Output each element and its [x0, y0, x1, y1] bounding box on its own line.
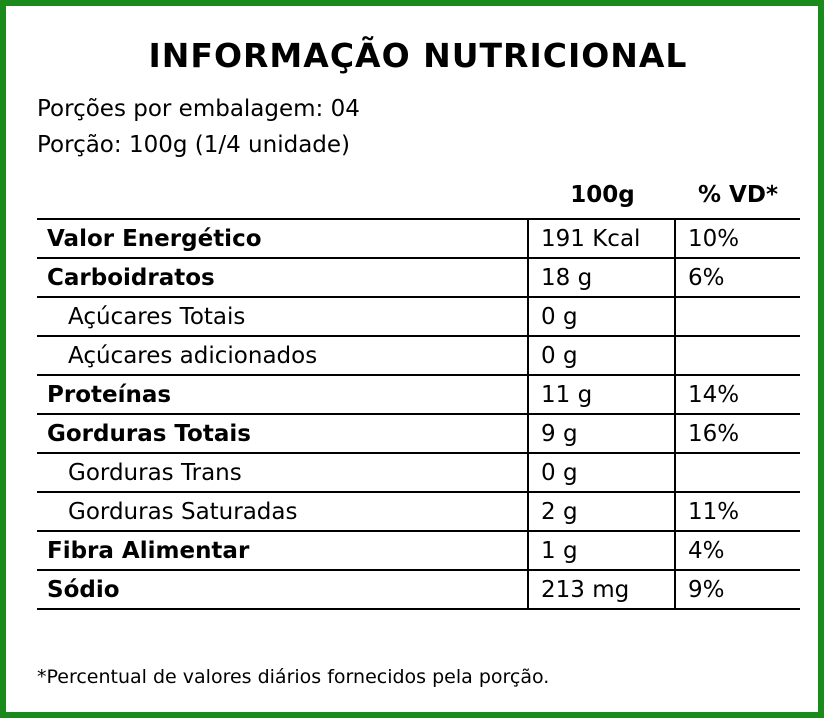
nutrient-name: Fibra Alimentar: [37, 530, 529, 571]
nutrient-name: Valor Energético: [37, 218, 529, 259]
nutrient-daily-value: [674, 452, 800, 493]
table-row: Proteínas 11 g 14%: [37, 374, 800, 415]
nutrient-amount: 0 g: [527, 452, 676, 493]
nutrient-daily-value: 6%: [674, 257, 800, 298]
table-row: Carboidratos 18 g 6%: [37, 257, 800, 298]
nutrient-name: Gorduras Trans: [37, 452, 529, 493]
nutrient-amount: 191 Kcal: [527, 218, 676, 259]
column-header-daily-value: % VD*: [698, 182, 778, 208]
table-row: Açúcares adicionados 0 g: [37, 335, 800, 376]
nutrient-amount: 9 g: [527, 413, 676, 454]
column-header-amount: 100g: [570, 182, 635, 208]
nutrient-name: Proteínas: [37, 374, 529, 415]
nutrition-table: Valor Energético 191 Kcal 10% Carboidratos 1…: [37, 218, 800, 610]
nutrient-daily-value: 11%: [674, 491, 800, 532]
nutrient-amount: 213 mg: [527, 569, 676, 610]
table-row: Valor Energético 191 Kcal 10%: [37, 218, 800, 259]
table-row: Sódio 213 mg 9%: [37, 569, 800, 610]
footnote: *Percentual de valores diários fornecido…: [37, 666, 550, 688]
table-row: Gorduras Totais 9 g 16%: [37, 413, 800, 454]
nutrient-daily-value: 9%: [674, 569, 800, 610]
nutrient-amount: 0 g: [527, 335, 676, 376]
servings-per-package: Porções por embalagem: 04: [37, 96, 360, 122]
nutrient-daily-value: [674, 335, 800, 376]
nutrient-name: Gorduras Totais: [37, 413, 529, 454]
serving-size: Porção: 100g (1/4 unidade): [37, 132, 351, 158]
table-row: Gorduras Saturadas 2 g 11%: [37, 491, 800, 532]
table-row: Fibra Alimentar 1 g 4%: [37, 530, 800, 571]
nutrient-daily-value: 4%: [674, 530, 800, 571]
nutrient-name: Sódio: [37, 569, 529, 610]
nutrient-daily-value: [674, 296, 800, 337]
nutrient-daily-value: 14%: [674, 374, 800, 415]
nutrient-daily-value: 10%: [674, 218, 800, 259]
nutrient-name: Açúcares adicionados: [37, 335, 529, 376]
table-row: Gorduras Trans 0 g: [37, 452, 800, 493]
nutrient-name: Carboidratos: [37, 257, 529, 298]
table-row: Açúcares Totais 0 g: [37, 296, 800, 337]
nutrient-name: Gorduras Saturadas: [37, 491, 529, 532]
nutrient-daily-value: 16%: [674, 413, 800, 454]
nutrient-amount: 11 g: [527, 374, 676, 415]
nutrient-name: Açúcares Totais: [37, 296, 529, 337]
nutrient-amount: 0 g: [527, 296, 676, 337]
nutrient-amount: 1 g: [527, 530, 676, 571]
nutrient-amount: 18 g: [527, 257, 676, 298]
label-title: INFORMAÇÃO NUTRICIONAL: [148, 36, 688, 75]
nutrient-amount: 2 g: [527, 491, 676, 532]
